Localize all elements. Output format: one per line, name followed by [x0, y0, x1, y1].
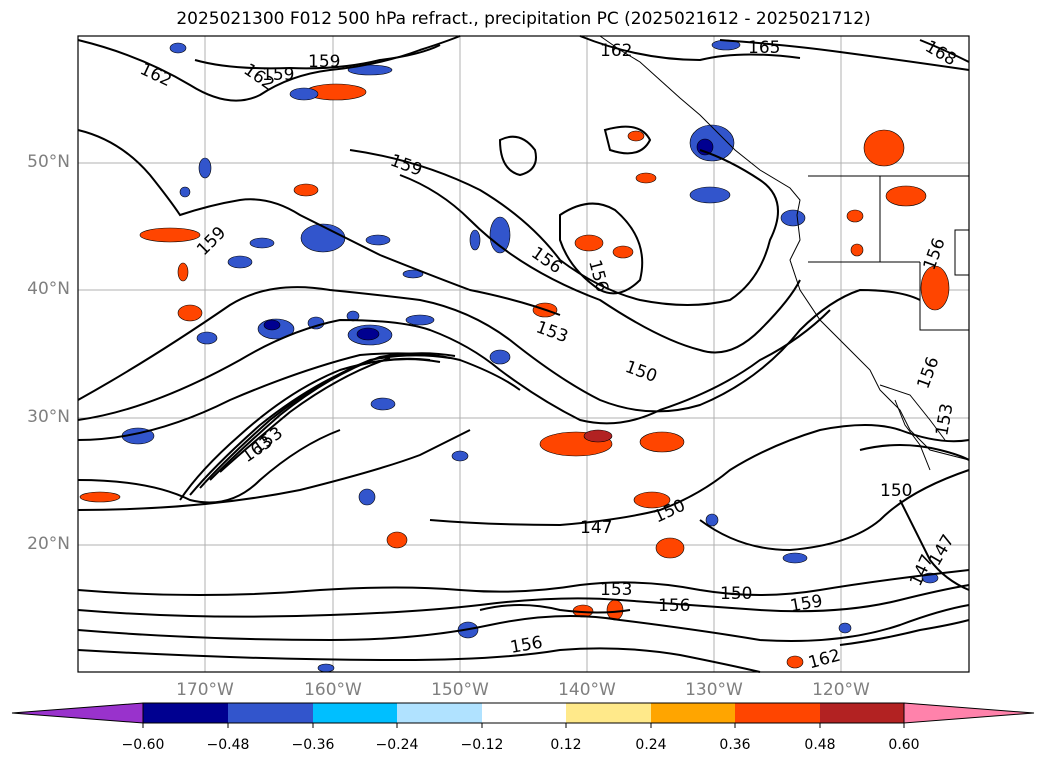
coastlines — [599, 35, 970, 471]
precipitation-fill — [79, 39, 950, 673]
colorbar-tick-label: −0.12 — [460, 737, 504, 753]
colorbar-tick-label: −0.24 — [375, 737, 419, 753]
colorbar-segment — [820, 703, 904, 723]
map-title: 2025021300 F012 500 hPa refract., precip… — [176, 9, 871, 29]
colorbar-tick-label: 0.24 — [635, 737, 667, 753]
lon-label-170w: 170°W — [176, 680, 234, 700]
contour-label: 153 — [600, 580, 632, 600]
colorbar-tick-label: 0.48 — [804, 737, 836, 753]
contour-label: 159 — [262, 65, 294, 85]
contour-label: 150 — [720, 584, 752, 604]
colorbar-segment — [735, 703, 820, 723]
lat-label-50n: 50°N — [27, 152, 70, 172]
colorbar — [11, 702, 1035, 728]
map-panel: 162 162 159 159 162 165 168 159 159 156 … — [77, 35, 970, 673]
colorbar-segment — [651, 703, 735, 723]
lon-label-120w: 120°W — [812, 680, 870, 700]
lon-label-140w: 140°W — [558, 680, 616, 700]
lat-label-40n: 40°N — [27, 279, 70, 299]
contour-label: 150 — [880, 481, 912, 501]
colorbar-segment — [397, 703, 482, 723]
colorbar-tick-label: 0.12 — [550, 737, 582, 753]
contour-label: 156 — [658, 596, 690, 616]
colorbar-tick-label: 0.36 — [719, 737, 751, 753]
colorbar-tick-label: −0.48 — [206, 737, 250, 753]
colorbar-segment — [228, 703, 313, 723]
colorbar-segment — [482, 703, 566, 723]
contour-label: 159 — [308, 52, 340, 72]
lat-label-30n: 30°N — [27, 407, 70, 427]
lat-label-20n: 20°N — [27, 534, 70, 554]
colorbar-under-extend — [11, 702, 144, 724]
colorbar-segment — [143, 703, 228, 723]
contours — [77, 35, 970, 673]
contour-label: 165 — [748, 38, 780, 58]
colorbar-segment — [313, 703, 397, 723]
colorbar-tick-label: 0.60 — [888, 737, 920, 753]
colorbar-segment — [566, 703, 651, 723]
colorbar-tick-label: −0.36 — [291, 737, 335, 753]
lon-label-130w: 130°W — [685, 680, 743, 700]
colorbar-tick-label: −0.60 — [121, 737, 165, 753]
lon-label-150w: 150°W — [431, 680, 489, 700]
contour-label: 162 — [600, 41, 632, 61]
colorbar-over-extend — [903, 702, 1035, 724]
lon-label-160w: 160°W — [304, 680, 362, 700]
contour-label: 147 — [580, 518, 612, 538]
